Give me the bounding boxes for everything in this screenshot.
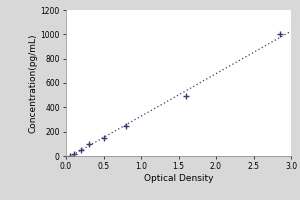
X-axis label: Optical Density: Optical Density — [144, 174, 213, 183]
Y-axis label: Concentration(pg/mL): Concentration(pg/mL) — [28, 33, 38, 133]
